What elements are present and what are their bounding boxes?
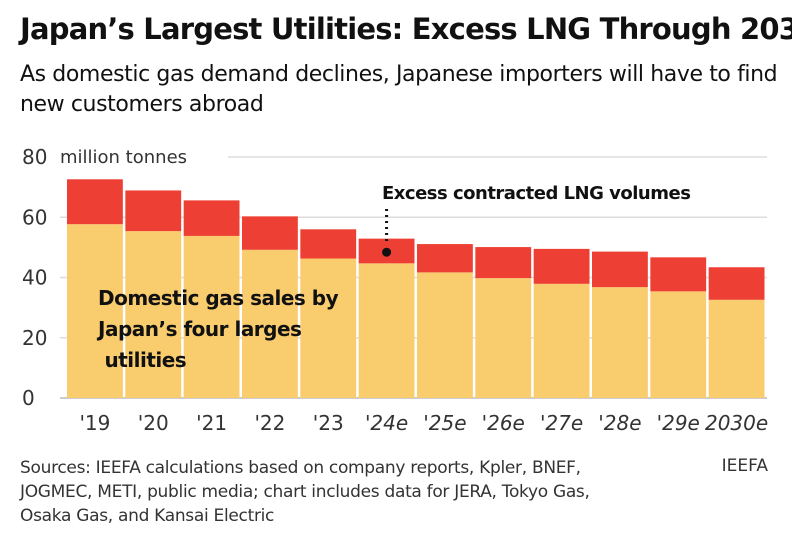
x-tick-label: '23	[313, 411, 344, 435]
bar-excess	[67, 179, 123, 225]
y-tick-label: 80	[22, 145, 47, 169]
x-tick-label: '20	[138, 411, 169, 435]
bar-domestic	[125, 231, 182, 398]
bar-excess	[417, 244, 473, 273]
y-tick-label: 60	[22, 205, 47, 229]
chart-title: Japan’s Largest Utilities: Excess LNG Th…	[20, 12, 792, 46]
x-tick-label: '28e	[598, 411, 641, 435]
bar-excess	[650, 257, 707, 292]
bar-domestic	[183, 235, 240, 398]
bar-domestic	[708, 299, 765, 398]
bar-domestic	[67, 224, 123, 398]
bar-excess	[242, 216, 298, 250]
bar-excess	[708, 267, 765, 300]
bar-domestic	[650, 291, 707, 398]
x-tick-label: 2030e	[705, 411, 768, 435]
x-tick-label: '25e	[423, 411, 466, 435]
bar-excess	[183, 200, 240, 236]
x-tick-label: '22	[254, 411, 285, 435]
bar-domestic	[533, 283, 590, 398]
bar-excess	[300, 229, 357, 259]
y-tick-label: 0	[22, 386, 35, 410]
bar-excess	[592, 251, 648, 288]
bar-domestic	[300, 258, 357, 398]
source-note: Sources: IEEFA calculations based on com…	[20, 458, 590, 526]
y-axis-unit-label: million tonnes	[60, 147, 187, 168]
bar-excess	[125, 190, 182, 232]
x-tick-label: '19	[79, 411, 110, 435]
y-tick-label: 20	[22, 326, 47, 350]
x-tick-label: '26e	[482, 411, 525, 435]
legend-domestic-label: Domestic gas sales by Japan’s four larges…	[96, 286, 339, 372]
x-tick-label: '21	[196, 411, 227, 435]
chart-subtitle: As domestic gas demand declines, Japanes…	[20, 62, 778, 117]
x-tick-label: '29e	[657, 411, 700, 435]
bar-domestic	[242, 249, 298, 398]
bar-domestic	[475, 278, 532, 398]
bar-excess	[475, 247, 532, 279]
bar-excess	[533, 248, 590, 284]
bar-domestic	[417, 272, 473, 398]
y-tick-label: 40	[22, 266, 47, 290]
annotation-dot	[382, 247, 392, 257]
credit: IEEFA	[721, 456, 768, 476]
bar-domestic	[358, 263, 415, 398]
bar-domestic	[592, 287, 648, 398]
legend-excess-label: Excess contracted LNG volumes	[382, 183, 690, 204]
x-tick-label: '24e	[365, 411, 408, 435]
x-tick-label: '27e	[540, 411, 583, 435]
